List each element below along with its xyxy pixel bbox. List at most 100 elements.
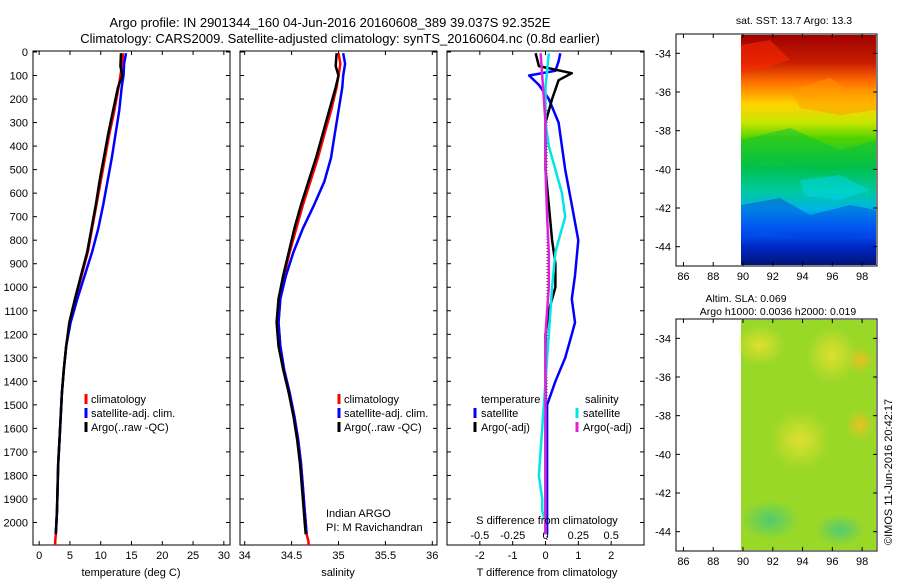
sst-cyan-patch	[800, 175, 870, 200]
legend-heading-temperature: temperature	[481, 394, 540, 406]
imos-timestamp: ©IMOS 11-Jun-2016 20:42:17	[883, 399, 895, 545]
sla-map-title-line1: Altim. SLA: 0.069	[705, 293, 786, 305]
lon-tick-label: 98	[856, 556, 868, 568]
x-tick-label: 34	[239, 550, 251, 562]
credit-program: Indian ARGO	[326, 508, 391, 520]
figure-title-line1: Argo profile: IN 2901344_160 04-Jun-2016…	[110, 15, 551, 30]
sla-anomaly	[807, 327, 857, 383]
depth-tick-label: 1500	[4, 400, 28, 412]
x-tick-label: 35.5	[375, 550, 396, 562]
s-difference-tick-label: -0.25	[500, 530, 525, 542]
depth-axis: 0 100 200 300 400 500 600 700 800 900 1000 1100 1200…	[4, 47, 644, 529]
sla-anomaly	[770, 410, 830, 470]
x-tick-label: -2	[475, 550, 485, 562]
x-tick-label: 35	[332, 550, 344, 562]
lon-tick-label: 94	[796, 556, 808, 568]
legend-label-argo: Argo(..raw -QC)	[91, 422, 169, 434]
sst-map-title: sat. SST: 13.7 Argo: 13.3	[736, 15, 852, 27]
depth-tick-label: 1400	[4, 376, 28, 388]
lat-tick-label: -38	[655, 126, 671, 138]
sla-map-lat-axis: -34 -36 -38 -40 -42 -44	[655, 333, 877, 539]
temperature-axis-label: temperature (deg C)	[81, 567, 180, 579]
x-tick-label: 25	[187, 550, 199, 562]
profile-line-climatology	[53, 53, 125, 545]
sst-map-image	[741, 35, 876, 265]
t-difference-x-axis: -2 -1 0 1 2	[475, 51, 614, 562]
lat-tick-label: -44	[655, 527, 671, 539]
legend-label-s-argo: Argo(-adj)	[583, 422, 632, 434]
x-tick-label: 0	[36, 550, 42, 562]
s-difference-tick-label: 0.25	[568, 530, 589, 542]
sla-map-lon-axis: 86 88 90 92 94 96 98	[677, 319, 868, 568]
lon-tick-label: 92	[767, 556, 779, 568]
x-tick-label: -1	[508, 550, 518, 562]
difference-legend: temperature salinity satellite Argo(-adj…	[473, 394, 632, 434]
profile-line-salinity-argo-adj-	[539, 53, 551, 535]
salinity-legend: climatology satellite-adj. clim. Argo(..…	[337, 394, 428, 434]
legend-label-satellite: satellite-adj. clim.	[344, 408, 428, 420]
salinity-x-axis: 34 34.5 35 35.5 36	[239, 51, 438, 562]
temperature-panel-frame	[32, 50, 231, 546]
sst-map-lat-axis: -34 -36 -38 -40 -42 -44	[655, 48, 877, 254]
lon-tick-label: 96	[826, 271, 838, 283]
lat-tick-label: -42	[655, 488, 671, 500]
x-tick-label: 20	[156, 550, 168, 562]
depth-tick-label: 1300	[4, 353, 28, 365]
figure-title-line2: Climatology: CARS2009. Satellite-adjuste…	[80, 31, 600, 46]
profile-line-argo-raw-qc-	[275, 53, 340, 535]
lon-tick-label: 90	[737, 556, 749, 568]
lon-tick-label: 88	[707, 556, 719, 568]
lon-tick-label: 96	[826, 556, 838, 568]
depth-tick-label: 1700	[4, 447, 28, 459]
sla-map-frame	[675, 318, 878, 552]
sla-anomaly	[846, 346, 874, 374]
credit-pi: PI: M Ravichandran	[326, 522, 423, 534]
lon-tick-label: 86	[677, 271, 689, 283]
sst-map-lon-axis: 86 88 90 92 94 96 98	[677, 34, 868, 283]
temperature-x-axis: 0 5 10 15 20 25 30	[36, 51, 230, 562]
legend-label-t-satellite: satellite	[481, 408, 518, 420]
sla-anomaly	[815, 514, 865, 546]
x-tick-label: 15	[125, 550, 137, 562]
lat-tick-label: -36	[655, 372, 671, 384]
profile-line-argo-raw-qc-	[54, 53, 124, 535]
temperature-profiles	[53, 52, 128, 545]
lat-tick-label: -34	[655, 48, 671, 60]
depth-tick-label: 100	[10, 71, 28, 83]
s-difference-tick-label: -0.5	[470, 530, 489, 542]
x-tick-label: 34.5	[281, 550, 302, 562]
s-difference-tick-label: 0.5	[604, 530, 619, 542]
profile-line-satellite-adj-clim-	[277, 52, 347, 535]
x-tick-label: 5	[67, 550, 73, 562]
lon-tick-label: 98	[856, 271, 868, 283]
depth-tick-label: 300	[10, 118, 28, 130]
lat-tick-label: -34	[655, 333, 671, 345]
x-tick-label: 36	[426, 550, 438, 562]
lat-tick-label: -40	[655, 449, 671, 461]
depth-tick-label: 1900	[4, 494, 28, 506]
legend-label-satellite: satellite-adj. clim.	[91, 408, 175, 420]
salinity-panel-frame	[239, 50, 438, 546]
s-difference-tick-label: 0	[542, 530, 548, 542]
lat-tick-label: -44	[655, 242, 671, 254]
depth-tick-label: 200	[10, 94, 28, 106]
sst-green-tongue	[741, 128, 876, 172]
x-tick-label: 0	[542, 550, 548, 562]
depth-tick-label: 800	[10, 235, 28, 247]
lat-tick-label: -40	[655, 164, 671, 176]
x-tick-label: 1	[575, 550, 581, 562]
lat-tick-label: -36	[655, 87, 671, 99]
depth-tick-label: 400	[10, 141, 28, 153]
legend-label-s-satellite: satellite	[583, 408, 620, 420]
legend-label-climatology: climatology	[344, 394, 400, 406]
lon-tick-label: 88	[707, 271, 719, 283]
x-tick-label: 10	[95, 550, 107, 562]
lon-tick-label: 90	[737, 271, 749, 283]
legend-label-argo: Argo(..raw -QC)	[344, 422, 422, 434]
temperature-legend: climatology satellite-adj. clim. Argo(..…	[84, 394, 175, 434]
lon-tick-label: 86	[677, 556, 689, 568]
sst-cool-patch	[741, 198, 876, 240]
sla-map-image	[735, 320, 876, 550]
depth-tick-label: 1000	[4, 282, 28, 294]
